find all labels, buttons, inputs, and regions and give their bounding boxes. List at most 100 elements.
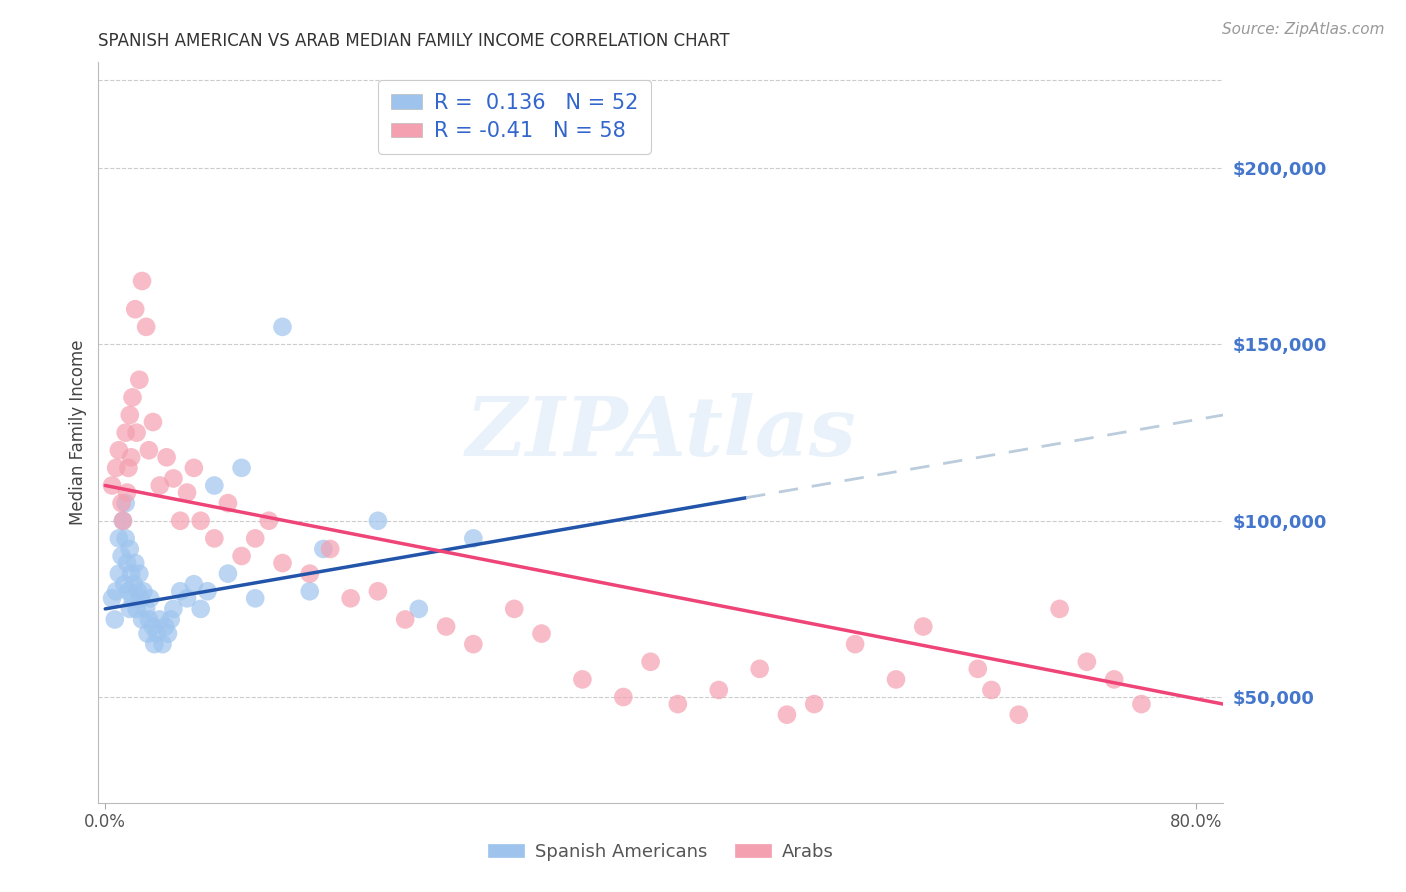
Point: [138, 612, 160, 626]
Point: [121, 591, 143, 606]
Point: [176, 591, 198, 606]
Point: [101, 591, 124, 606]
Point: [101, 478, 124, 492]
Point: [111, 514, 134, 528]
Point: [110, 496, 132, 510]
Point: [271, 319, 294, 334]
Point: [1102, 673, 1125, 687]
Point: [131, 274, 153, 288]
Point: [152, 637, 174, 651]
Point: [118, 541, 141, 556]
Point: [115, 485, 138, 500]
Point: [245, 532, 267, 546]
Point: [1049, 602, 1071, 616]
Point: [143, 637, 166, 651]
Point: [105, 584, 128, 599]
Point: [463, 637, 485, 651]
Point: [162, 471, 184, 485]
Point: [966, 662, 988, 676]
Point: [394, 612, 416, 626]
Point: [105, 461, 128, 475]
Point: [120, 450, 142, 465]
Point: [367, 584, 389, 599]
Point: [571, 673, 593, 687]
Point: [217, 566, 239, 581]
Point: [128, 566, 150, 581]
Point: [127, 584, 149, 599]
Point: [131, 612, 153, 626]
Point: [136, 626, 159, 640]
Point: [128, 373, 150, 387]
Point: [190, 602, 212, 616]
Point: [844, 637, 866, 651]
Point: [162, 602, 184, 616]
Point: [912, 619, 935, 633]
Point: [124, 556, 146, 570]
Point: [231, 549, 253, 563]
Point: [803, 697, 825, 711]
Point: [245, 591, 267, 606]
Point: [122, 577, 145, 591]
Point: [707, 683, 730, 698]
Point: [666, 697, 689, 711]
Point: [104, 612, 127, 626]
Point: [121, 390, 143, 404]
Point: [155, 619, 177, 633]
Point: [298, 566, 321, 581]
Point: [117, 461, 139, 475]
Point: [1076, 655, 1098, 669]
Point: [169, 584, 191, 599]
Point: [149, 478, 172, 492]
Point: [503, 602, 526, 616]
Point: [217, 496, 239, 510]
Point: [155, 450, 177, 465]
Point: [118, 408, 141, 422]
Point: [463, 532, 485, 546]
Point: [110, 549, 132, 563]
Point: [748, 662, 770, 676]
Point: [114, 496, 136, 510]
Point: [231, 461, 253, 475]
Point: [118, 602, 141, 616]
Point: [139, 591, 162, 606]
Point: [125, 602, 148, 616]
Point: [202, 478, 225, 492]
Point: [115, 556, 138, 570]
Point: [142, 619, 165, 633]
Text: Source: ZipAtlas.com: Source: ZipAtlas.com: [1222, 22, 1385, 37]
Point: [108, 443, 131, 458]
Point: [108, 532, 131, 546]
Point: [776, 707, 799, 722]
Point: [176, 485, 198, 500]
Point: [112, 577, 135, 591]
Point: [114, 532, 136, 546]
Point: [434, 619, 457, 633]
Point: [312, 541, 335, 556]
Legend: Spanish Americans, Arabs: Spanish Americans, Arabs: [481, 836, 841, 868]
Point: [138, 443, 160, 458]
Point: [156, 626, 179, 640]
Point: [142, 415, 165, 429]
Point: [120, 566, 142, 581]
Point: [124, 302, 146, 317]
Point: [146, 626, 169, 640]
Point: [183, 461, 205, 475]
Point: [111, 514, 134, 528]
Text: SPANISH AMERICAN VS ARAB MEDIAN FAMILY INCOME CORRELATION CHART: SPANISH AMERICAN VS ARAB MEDIAN FAMILY I…: [98, 32, 730, 50]
Point: [530, 626, 553, 640]
Point: [114, 425, 136, 440]
Point: [1008, 707, 1031, 722]
Point: [135, 319, 157, 334]
Point: [980, 683, 1002, 698]
Text: ZIPAtlas: ZIPAtlas: [465, 392, 856, 473]
Point: [125, 425, 148, 440]
Point: [612, 690, 634, 704]
Point: [1130, 697, 1153, 711]
Point: [271, 556, 294, 570]
Point: [132, 584, 155, 599]
Point: [257, 514, 280, 528]
Point: [339, 591, 361, 606]
Point: [183, 577, 205, 591]
Point: [367, 514, 389, 528]
Point: [149, 612, 172, 626]
